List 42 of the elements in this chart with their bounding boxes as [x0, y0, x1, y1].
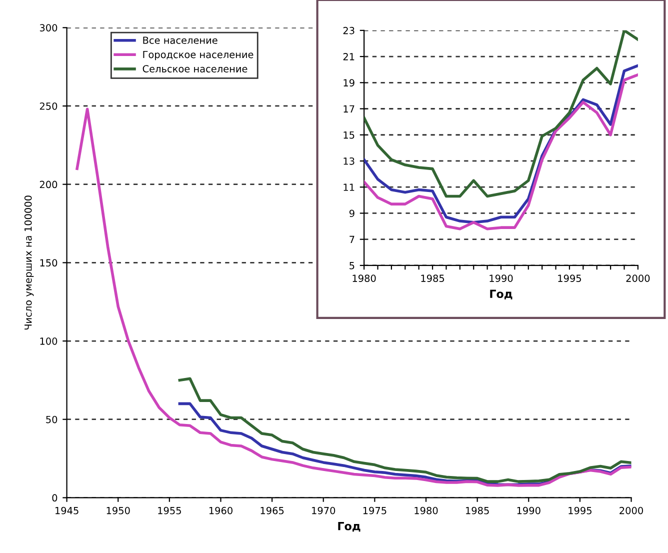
x-tick-label: 1995 — [558, 274, 581, 282]
x-tick-label: 1990 — [490, 274, 513, 282]
y-tick-label: 5 — [350, 262, 354, 270]
y-tick-label: 7 — [350, 236, 354, 244]
line-series — [178, 377, 632, 483]
y-axis-title: Число умерших на 100000 — [24, 196, 34, 330]
x-tick-label: 1960 — [209, 506, 232, 514]
x-tick-label: 2000 — [620, 506, 643, 514]
legend-label: Сельское население — [142, 65, 248, 72]
x-tick-label: 1970 — [312, 506, 336, 514]
y-tick-label: 100 — [40, 337, 58, 345]
legend-label: Городское население — [143, 50, 254, 60]
y-tick-label: 11 — [344, 184, 354, 191]
x-tick-label: 2000 — [626, 274, 650, 282]
y-tick-label: 300 — [40, 24, 58, 32]
y-tick-label: 9 — [349, 210, 354, 218]
legend-label: Все население — [143, 36, 218, 44]
x-tick-label: 1985 — [466, 506, 489, 514]
y-tick-label: 150 — [40, 259, 58, 267]
x-tick-label: 1975 — [363, 506, 386, 514]
x-tick-label: 1990 — [517, 506, 540, 514]
y-tick-label: 15 — [344, 131, 354, 139]
x-tick-label: 1980 — [352, 274, 376, 282]
y-tick-label: 250 — [40, 102, 58, 110]
x-tick-label: 1980 — [414, 506, 438, 514]
x-tick-label: 1965 — [260, 506, 284, 514]
line-series — [364, 30, 638, 198]
x-axis-title: Год — [338, 522, 360, 532]
y-tick-label: 50 — [46, 416, 58, 424]
x-tick-label: 1955 — [158, 506, 181, 514]
y-tick-label: 13 — [344, 157, 354, 165]
y-tick-label: 21 — [343, 53, 354, 60]
x-tick-label: 1995 — [568, 506, 592, 514]
y-tick-label: 23 — [343, 26, 354, 34]
y-tick-label: 0 — [52, 494, 58, 502]
x-tick-label: 1950 — [106, 506, 130, 514]
x-tick-label: 1985 — [421, 274, 444, 282]
x-axis-title: Год — [490, 290, 512, 300]
x-tick-label: 1945 — [55, 506, 78, 514]
y-tick-label: 17 — [344, 105, 354, 112]
y-tick-label: 200 — [40, 180, 58, 188]
y-tick-label: 19 — [344, 79, 354, 86]
